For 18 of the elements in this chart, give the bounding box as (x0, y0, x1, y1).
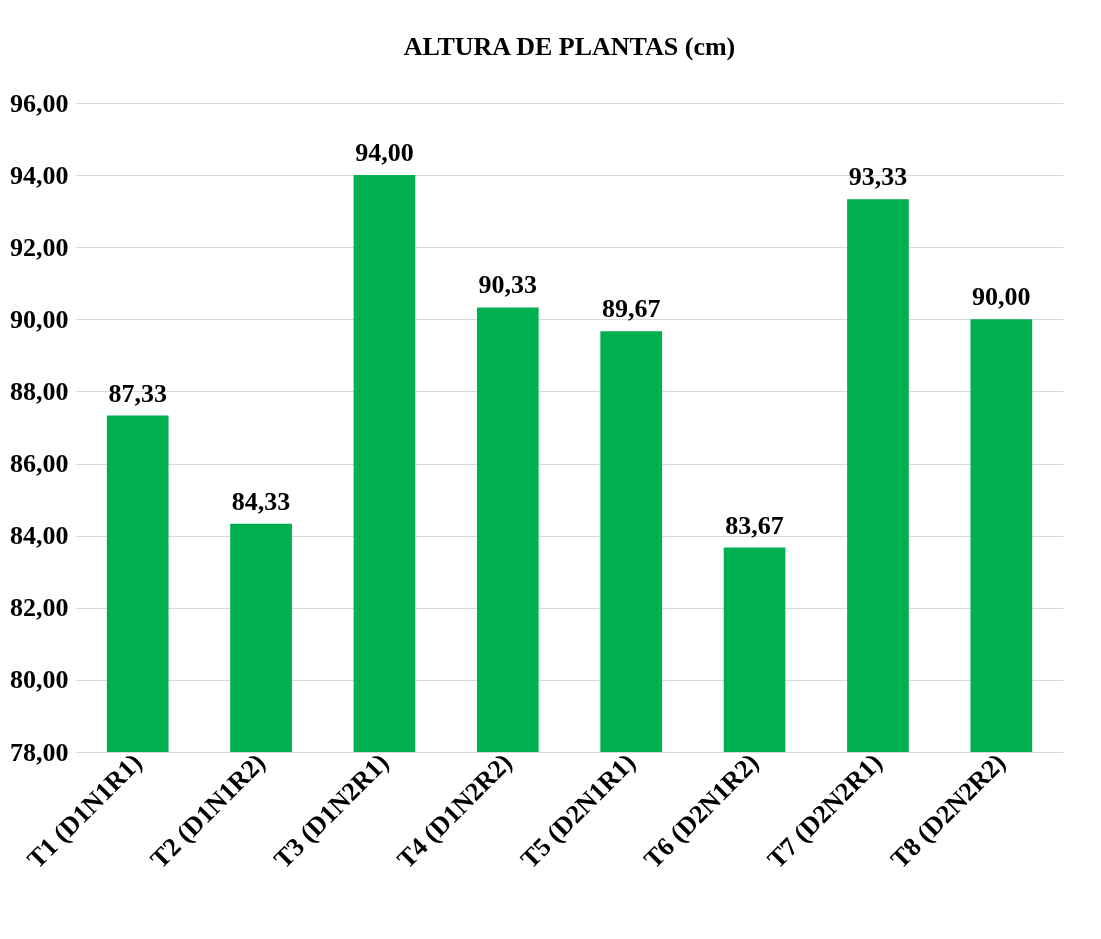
chart-title: ALTURA DE PLANTAS (cm) (403, 32, 736, 61)
data-label: 84,33 (231, 486, 291, 516)
y-tick-label: 96,00 (10, 88, 69, 118)
y-tick-label: 84,00 (10, 521, 69, 551)
data-label: 94,00 (355, 138, 414, 168)
y-tick-label: 92,00 (10, 232, 69, 262)
data-label: 87,33 (108, 378, 167, 408)
y-tick-label: 80,00 (10, 665, 69, 695)
data-label: 90,00 (972, 282, 1031, 312)
data-label: 83,67 (725, 510, 784, 540)
data-label: 90,33 (478, 270, 538, 300)
y-tick-label: 94,00 (10, 160, 69, 190)
y-tick-label: 86,00 (10, 449, 69, 479)
data-label: 93,33 (848, 162, 908, 192)
y-tick-label: 90,00 (10, 304, 69, 334)
data-label: 89,67 (601, 294, 661, 324)
y-tick-label: 82,00 (10, 593, 69, 623)
y-tick-label: 88,00 (10, 376, 69, 406)
